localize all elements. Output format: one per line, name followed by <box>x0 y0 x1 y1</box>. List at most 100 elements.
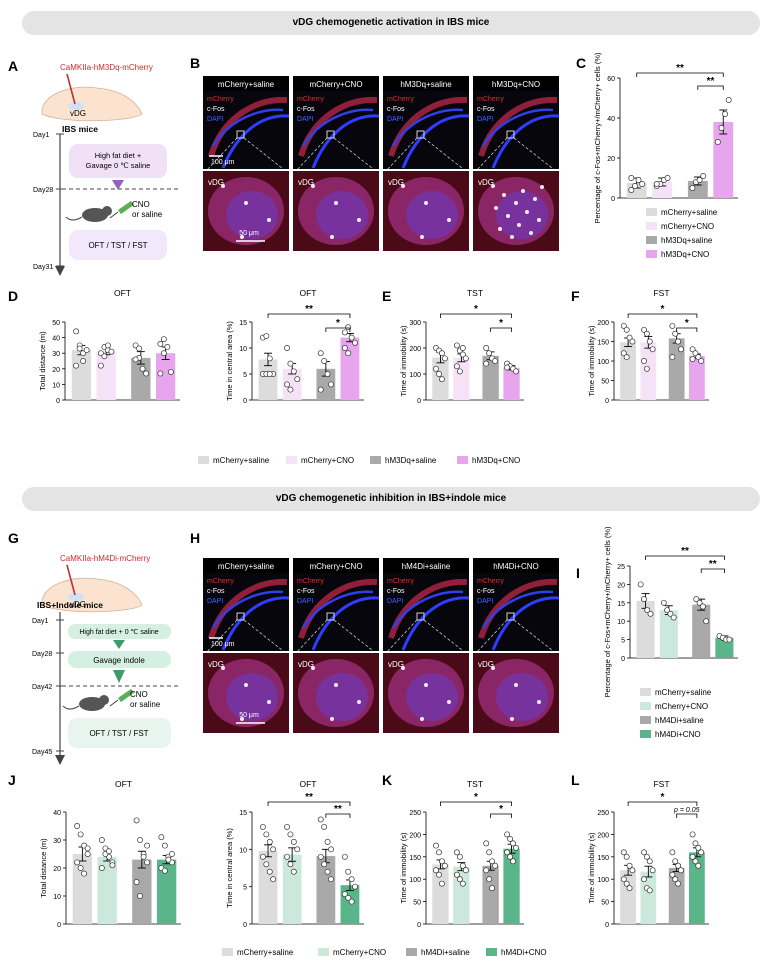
overview-image <box>293 76 379 169</box>
data-point <box>317 853 324 860</box>
region-label: vDG <box>70 600 86 609</box>
mouse-body <box>82 208 108 222</box>
data-point <box>649 346 656 353</box>
data-point <box>74 859 81 866</box>
cfos-dot <box>510 717 514 721</box>
title-bar <box>383 76 469 91</box>
zoom-line <box>513 619 558 655</box>
y-tick-label: 50 <box>413 900 421 907</box>
data-point <box>317 350 324 357</box>
zoom-line <box>474 619 508 655</box>
zoom-dapi <box>406 191 458 239</box>
zoom-label: vDG <box>388 178 404 187</box>
data-point <box>504 364 511 371</box>
panel-letter-l: L <box>571 772 580 788</box>
y-axis-label: Percentage of c-Fos+mCherry+/mCherry+ ce… <box>593 52 602 224</box>
legend-swatch <box>406 948 417 956</box>
title-bar <box>203 558 289 573</box>
zoom-label: vDG <box>478 178 494 187</box>
micrograph-column: mCherry+saline mCherry c-Fos DAPI vDG 100 μm 5… <box>203 558 290 733</box>
micrograph-title: mCherry+CNO <box>309 562 362 571</box>
significance-bracket <box>490 813 512 818</box>
y-axis-label: Time of immobility (s) <box>587 325 596 396</box>
scale-bar-label: 50 μm <box>239 230 259 237</box>
y-tick-label: 0 <box>417 922 421 929</box>
data-point <box>696 177 703 183</box>
y-tick-label: 5 <box>243 885 247 892</box>
zoom-dapi <box>226 191 278 239</box>
y-tick-label: 0 <box>243 398 247 405</box>
bar <box>668 338 685 400</box>
data-point <box>341 853 348 860</box>
zoom-line <box>423 619 468 655</box>
y-tick-label: 15 <box>239 810 247 817</box>
cfos-dot <box>244 683 248 687</box>
zoom-dapi <box>496 191 548 239</box>
data-point <box>692 350 699 357</box>
legend-label: hM4Di+saline <box>655 716 704 725</box>
y-axis-label: Total distance (m) <box>38 331 47 391</box>
data-point <box>504 849 511 856</box>
data-point <box>692 858 699 865</box>
data-point <box>328 846 334 853</box>
panel-letter-b: B <box>190 55 201 71</box>
data-point <box>714 139 721 145</box>
data-point <box>74 823 81 829</box>
data-point <box>352 339 359 346</box>
data-point <box>669 322 676 329</box>
data-point <box>133 879 140 885</box>
data-point <box>689 185 696 191</box>
y-tick-label: 0 <box>611 196 615 203</box>
dapi-layer <box>391 108 464 147</box>
bar <box>340 885 360 924</box>
zoom-line <box>384 619 418 655</box>
overview-image <box>383 76 469 169</box>
data-point <box>623 880 630 887</box>
data-point <box>341 891 348 898</box>
brain-outline <box>41 577 143 613</box>
data-point <box>699 603 706 610</box>
legend-label: hM3Dq+CNO <box>472 456 520 465</box>
data-point <box>160 350 167 357</box>
cfos-dot <box>311 666 315 670</box>
indole-text: Gavage indole <box>93 656 145 665</box>
channel-mcherry: mCherry <box>207 96 234 103</box>
cfos-dot <box>424 201 428 205</box>
y-tick-label: 30 <box>52 351 60 358</box>
title-bar <box>203 76 289 91</box>
data-point <box>643 330 650 337</box>
y-axis-label: Total distance (m) <box>39 838 48 898</box>
data-point <box>726 636 733 643</box>
mouse-body <box>79 697 105 711</box>
panel-letter-g: G <box>8 530 19 546</box>
data-point <box>453 363 460 370</box>
region-label: vDG <box>70 109 86 118</box>
significance-bracket <box>267 313 351 318</box>
data-point <box>689 853 696 860</box>
significance-label: p = 0.05 <box>673 807 700 814</box>
y-tick-label: 200 <box>597 320 609 327</box>
legend-label: hM4Di+CNO <box>501 948 547 957</box>
panel-letter-h: H <box>190 530 201 546</box>
data-point <box>328 876 334 883</box>
bar <box>131 357 151 400</box>
data-point <box>266 371 273 377</box>
data-point <box>637 581 644 588</box>
data-point <box>324 838 331 845</box>
chart-D1: 0 10 20 30 40 50 Total distance (m) OFT <box>38 288 180 405</box>
data-point <box>623 354 630 361</box>
cfos-dot <box>334 201 338 205</box>
top-banner: vDG chemogenetic activation in IBS mice <box>22 11 760 35</box>
panel-letter-c: C <box>576 55 587 71</box>
overview-image <box>473 76 559 169</box>
significance-label: ** <box>305 792 313 803</box>
zoom-label: vDG <box>298 178 314 187</box>
inset-box <box>506 130 515 139</box>
micrograph-title: mCherry+saline <box>218 562 275 571</box>
down-triangle <box>112 180 124 190</box>
data-point <box>98 837 105 843</box>
chart-title: TST <box>467 779 483 789</box>
significance-bracket <box>490 327 512 332</box>
micrograph-column: hM4Di+CNO mCherry c-Fos DAPI vDG <box>473 558 560 733</box>
data-point <box>144 859 151 866</box>
